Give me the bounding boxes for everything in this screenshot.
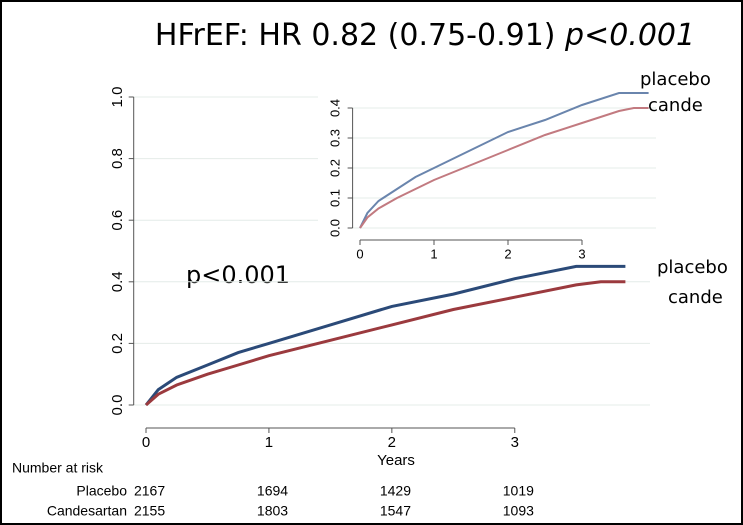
risk-value: 2155 <box>134 503 165 519</box>
series-line <box>359 92 649 229</box>
series-line <box>359 107 649 229</box>
annotation: p<0.001 <box>186 261 290 289</box>
risk-value: 1093 <box>503 503 534 519</box>
y-tick-label: 0.0 <box>327 219 342 237</box>
x-tick-label: 3 <box>578 246 585 261</box>
title-main: HFrEF: HR 0.82 (0.75-0.91) <box>155 18 556 53</box>
title-p: p<0.001 <box>564 18 695 53</box>
x-axis-label: Years <box>377 452 415 469</box>
series-label: placebo <box>640 69 711 90</box>
x-tick-label: 0 <box>142 434 150 451</box>
y-tick-label: 0.2 <box>327 159 342 177</box>
y-tick-label: 0.2 <box>109 333 126 354</box>
series-label: cande <box>668 287 723 308</box>
x-tick-label: 2 <box>504 246 511 261</box>
risk-row-label: Candesartan <box>47 503 127 519</box>
risk-row-label: Placebo <box>76 483 127 499</box>
y-tick-label: 0.3 <box>327 129 342 147</box>
x-tick-label: 3 <box>511 434 519 451</box>
x-tick-label: 1 <box>430 246 437 261</box>
series-label: placebo <box>657 257 728 278</box>
y-tick-label: 0.1 <box>327 189 342 207</box>
y-tick-label: 0.6 <box>109 210 126 231</box>
x-tick-label: 1 <box>265 434 273 451</box>
series-line <box>145 280 626 407</box>
x-tick-label: 0 <box>356 246 363 261</box>
risk-value: 1803 <box>257 503 288 519</box>
series-label: cande <box>648 95 703 116</box>
y-tick-label: 0.4 <box>327 99 342 117</box>
risk-value: 1429 <box>380 483 411 499</box>
y-tick-label: 0.4 <box>109 271 126 292</box>
y-tick-label: 0.0 <box>109 395 126 416</box>
y-tick-label: 1.0 <box>109 87 126 108</box>
risk-value: 1019 <box>503 483 534 499</box>
risk-title: Number at risk <box>12 460 104 476</box>
series-line <box>144 264 626 406</box>
inset-background <box>318 74 660 264</box>
y-tick-label: 0.8 <box>109 148 126 169</box>
risk-value: 1694 <box>257 483 288 499</box>
risk-value: 1547 <box>380 503 411 519</box>
x-tick-label: 2 <box>388 434 396 451</box>
chart-title: HFrEF: HR 0.82 (0.75-0.91) p<0.001 <box>155 18 695 53</box>
risk-value: 2167 <box>134 483 165 499</box>
